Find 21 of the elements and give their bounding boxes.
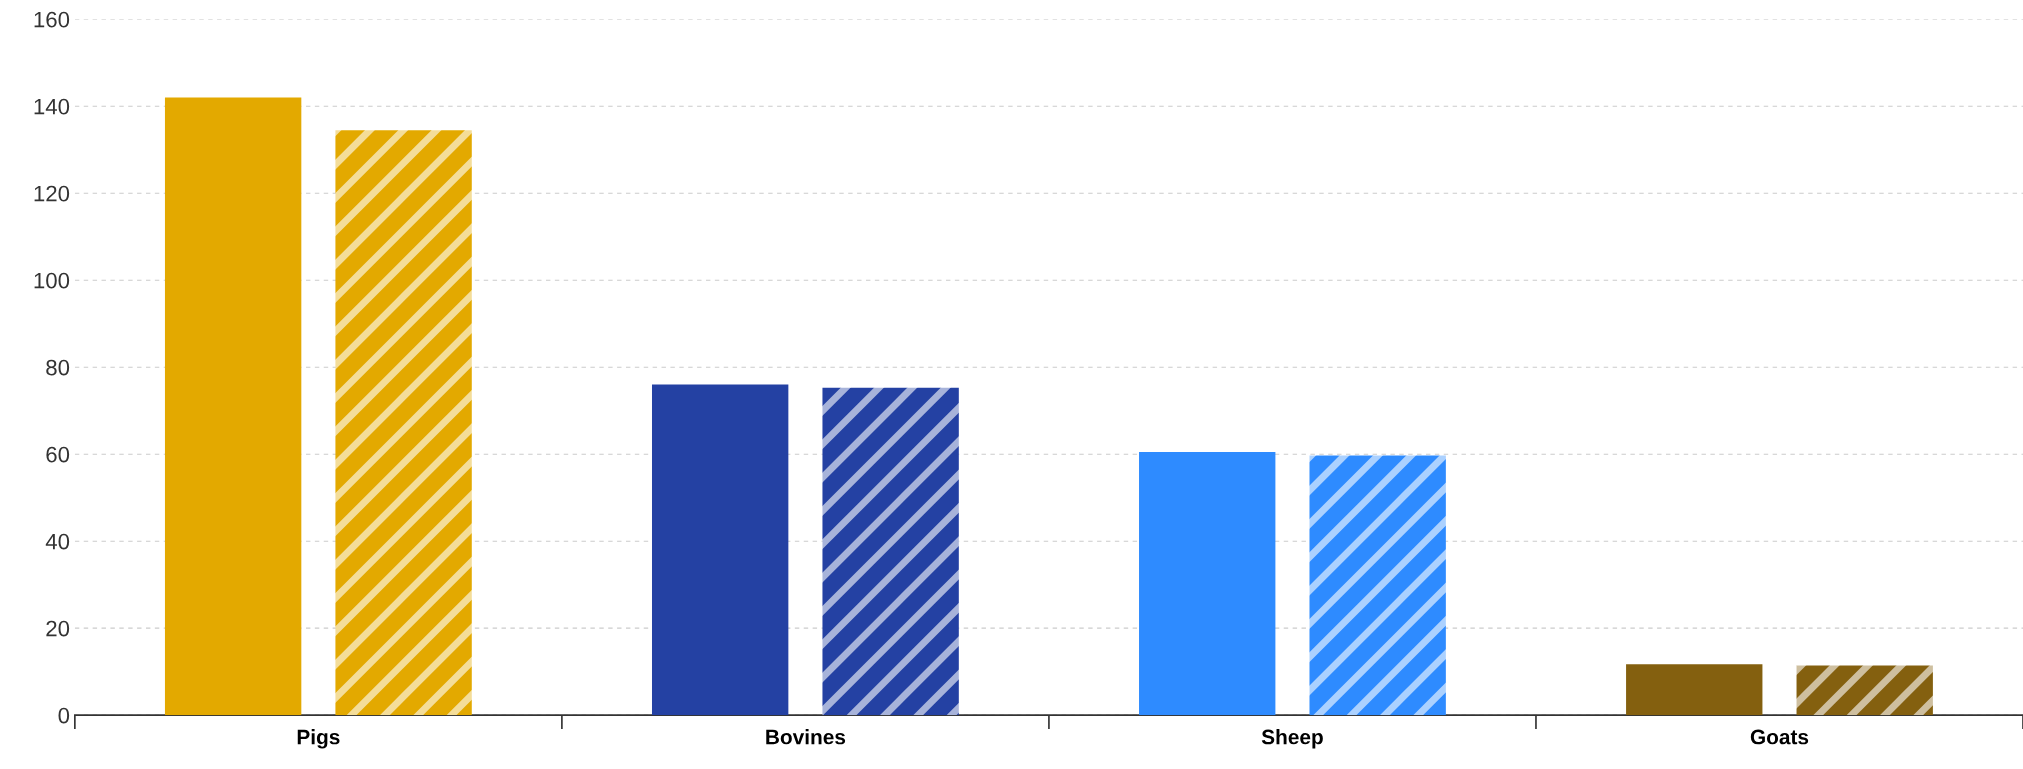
x-tick-label: Bovines — [766, 729, 846, 745]
bar — [1796, 665, 1933, 716]
y-tick-label: 40 — [45, 533, 70, 550]
bar — [1309, 455, 1446, 716]
bar — [164, 97, 302, 716]
x-tick-label: Goats — [1750, 729, 1809, 745]
bar — [651, 384, 789, 716]
x-tick-label: Sheep — [1261, 729, 1323, 749]
bar — [1139, 452, 1276, 716]
x-tick-label: Pigs — [297, 729, 340, 749]
y-tick-label: 120 — [34, 185, 70, 202]
y-tick-label: 100 — [34, 272, 70, 289]
y-tick-label: 80 — [46, 359, 70, 376]
y-tick-label: 160 — [34, 11, 70, 28]
bar — [1626, 664, 1763, 716]
y-tick-label: 140 — [34, 98, 70, 115]
bar — [822, 387, 959, 716]
y-tick-label: 20 — [46, 620, 70, 637]
y-tick-label: 0 — [58, 707, 70, 724]
bar — [335, 130, 472, 716]
y-tick-label: 60 — [46, 446, 70, 463]
